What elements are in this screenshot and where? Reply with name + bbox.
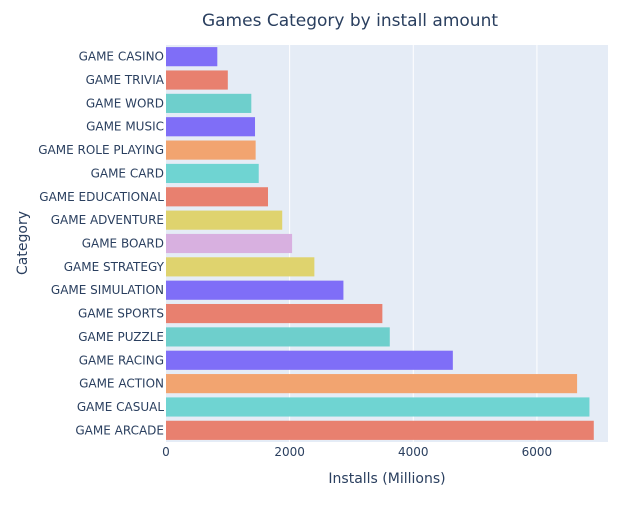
y-tick-label: GAME SPORTS [78,307,164,321]
bar [166,117,256,137]
y-axis-title: Category [15,211,31,275]
bar [166,47,218,67]
chart-title: Games Category by install amount [202,11,498,31]
bar [166,280,344,300]
bar [166,140,256,160]
y-tick-label: GAME BOARD [82,237,164,251]
y-tick-label: GAME ADVENTURE [51,213,164,227]
x-tick-label: 4000 [398,445,429,459]
bar [166,397,590,417]
y-tick-label: GAME STRATEGY [64,260,165,274]
y-tick-label: GAME WORD [86,96,164,110]
x-tick-label: 2000 [274,445,305,459]
y-tick-label: GAME RACING [79,353,164,367]
y-tick-label: GAME SIMULATION [51,283,164,297]
bar [166,374,578,394]
bars [166,47,594,440]
y-tick-labels: GAME CASINO GAME TRIVIA GAME WORD GAME MUSI… [38,50,165,438]
bar [166,257,315,277]
bar [166,327,390,347]
bar [166,187,268,207]
y-tick-label: GAME CASINO [79,50,164,64]
y-tick-label: GAME PUZZLE [78,330,164,344]
bar [166,233,293,254]
bar [166,420,594,440]
y-tick-label: GAME ACTION [79,377,164,391]
y-tick-label: GAME CASUAL [77,400,164,414]
bar [166,70,228,90]
bar [166,350,453,370]
y-tick-label: GAME ARCADE [75,423,164,437]
y-tick-label: GAME EDUCATIONAL [39,190,164,204]
x-tick-label: 0 [162,445,170,459]
x-tick-label: 6000 [522,445,553,459]
bar [166,210,283,230]
x-axis-title: Installs (Millions) [328,471,445,487]
bar [166,93,252,113]
y-tick-label: GAME MUSIC [86,120,164,134]
y-tick-label: GAME CARD [91,166,164,180]
bar [166,163,259,184]
y-tick-label: GAME ROLE PLAYING [38,143,164,157]
bar [166,303,383,324]
x-tick-labels: 0 2000 4000 6000 [162,445,552,459]
y-tick-label: GAME TRIVIA [86,73,165,87]
